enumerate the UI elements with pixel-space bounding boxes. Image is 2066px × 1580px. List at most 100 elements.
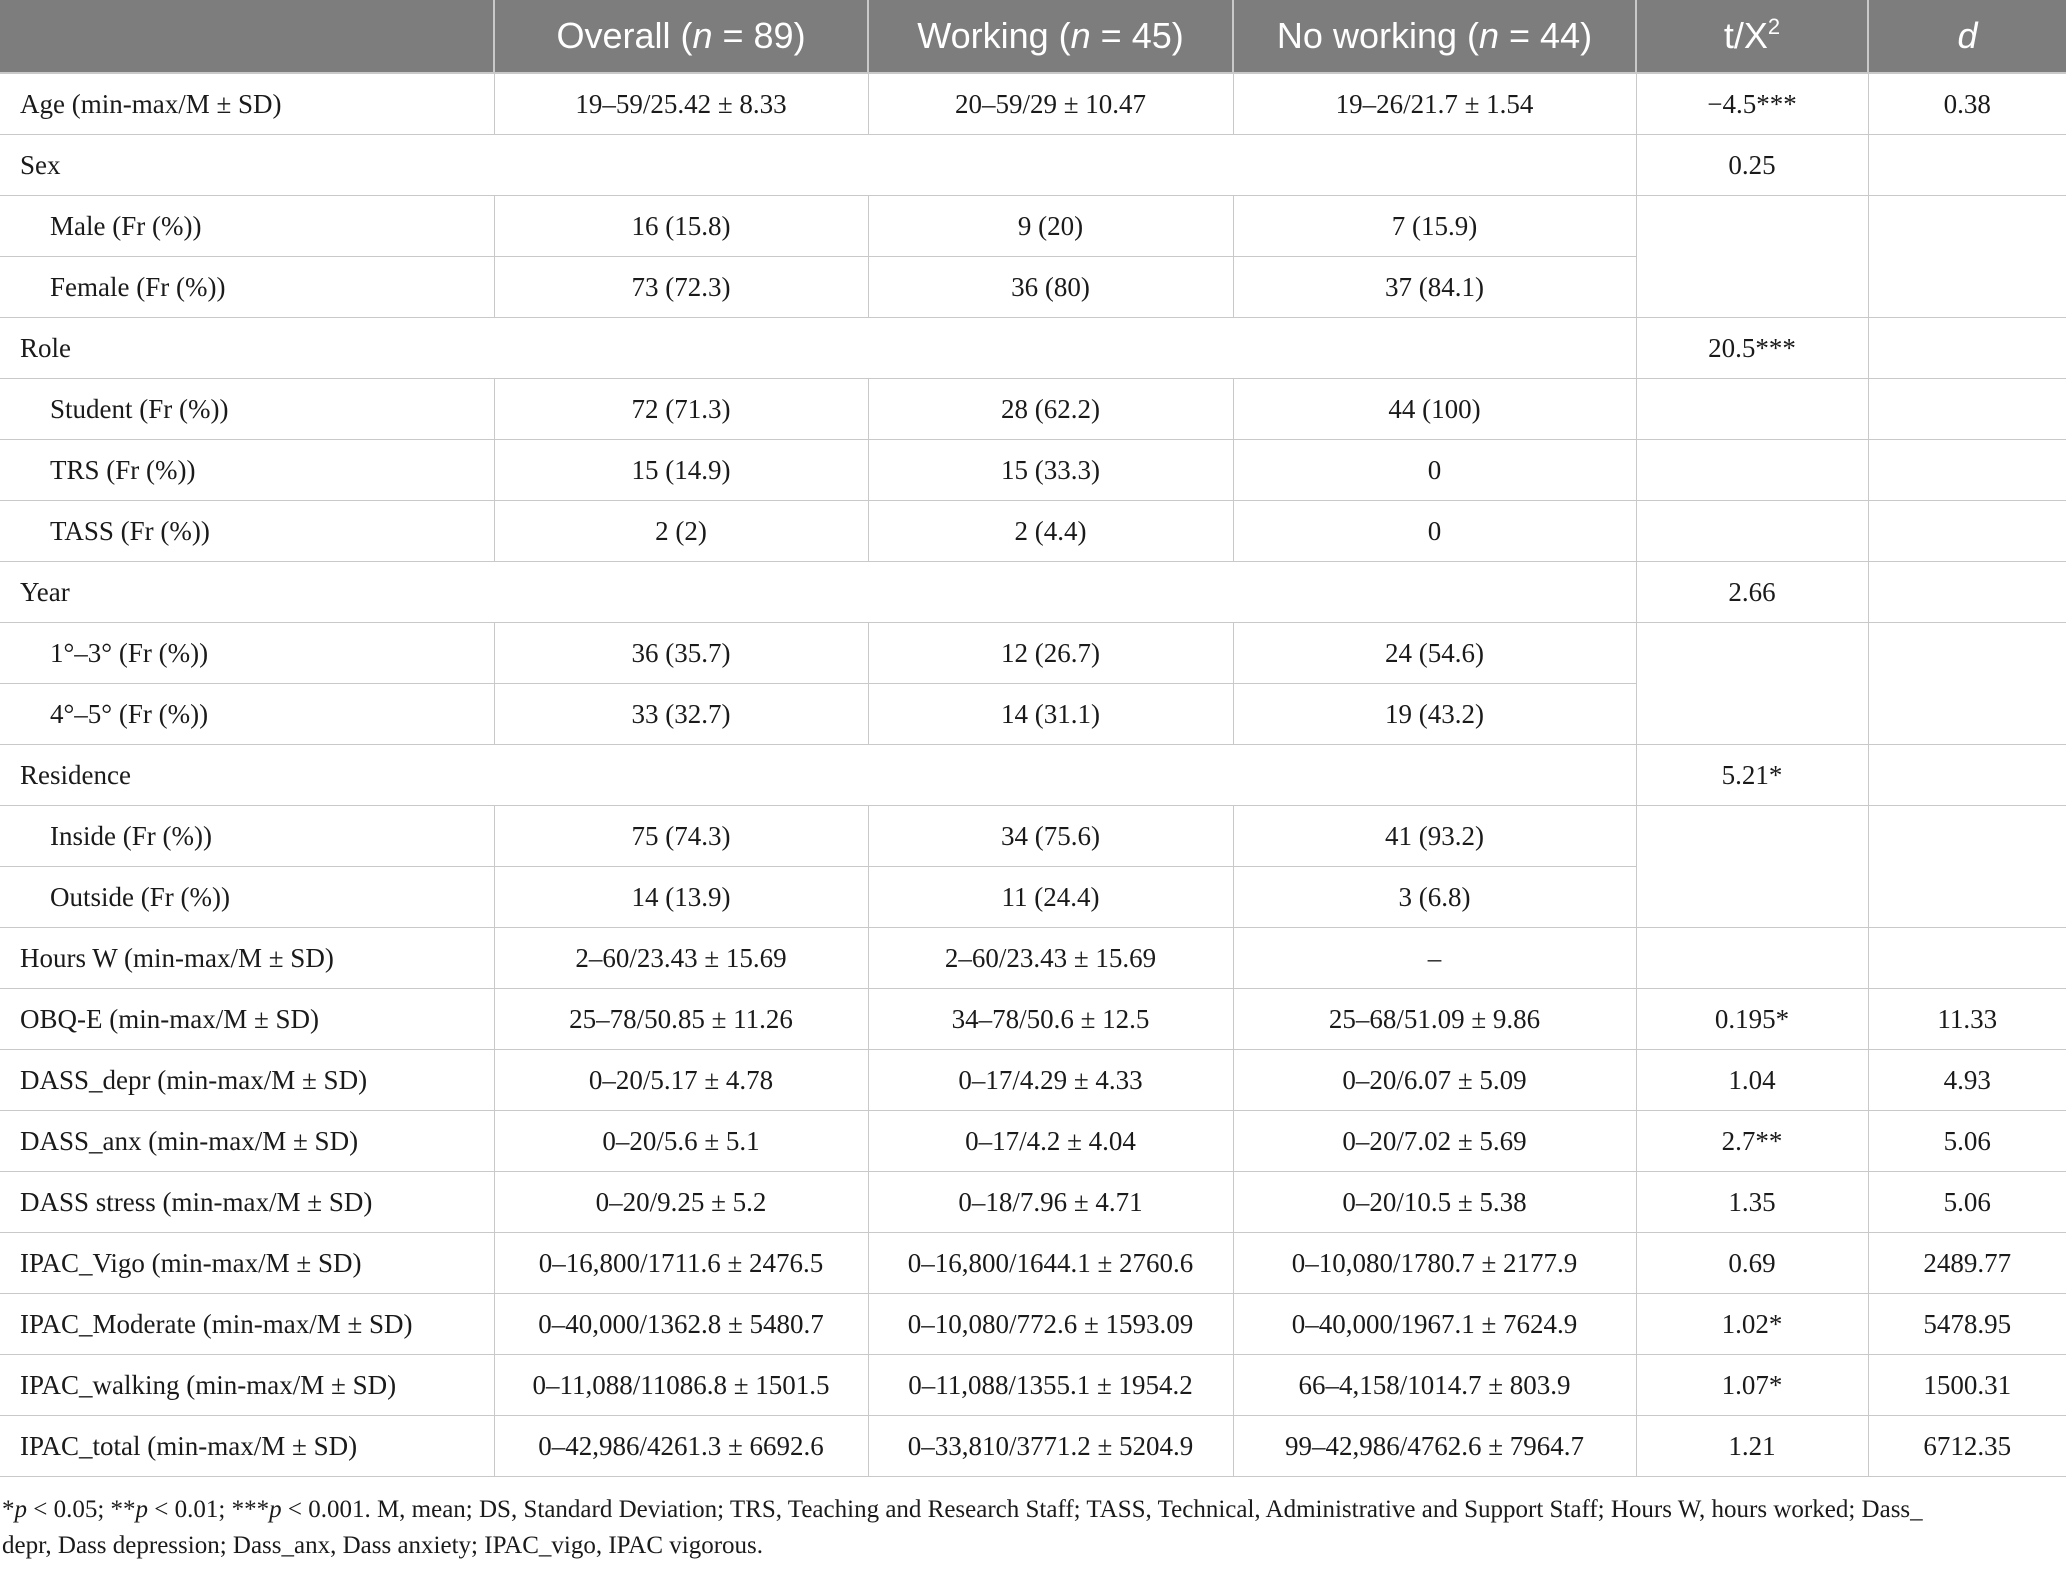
table-row: Female (Fr (%)) 73 (72.3) 36 (80) 37 (84… [0, 256, 2066, 318]
cell-noworking: 0–20/6.07 ± 5.09 [1232, 1049, 1637, 1111]
cell-overall: 2 (2) [493, 500, 869, 562]
row-label: DASS stress (min-max/M ± SD) [0, 1171, 495, 1233]
footnote-p1: p [14, 1496, 28, 1523]
cell-overall: 0–42,986/4261.3 ± 6692.6 [493, 1415, 869, 1477]
cell-test: 1.35 [1635, 1171, 1869, 1233]
cell-test: 0.25 [1635, 134, 1869, 196]
header-effect: d [1867, 0, 2066, 74]
row-label: DASS_depr (min-max/M ± SD) [0, 1049, 495, 1111]
header-noworking: No working (n = 44) [1232, 0, 1636, 74]
table-row: IPAC_Vigo (min-max/M ± SD) 0–16,800/1711… [0, 1232, 2066, 1294]
footnote-p3: p [269, 1496, 282, 1523]
header-test-sup: 2 [1767, 14, 1781, 39]
cell-overall: 0–20/5.6 ± 5.1 [493, 1110, 869, 1172]
cell-d [1867, 317, 2066, 379]
table-row: OBQ-E (min-max/M ± SD) 25–78/50.85 ± 11.… [0, 988, 2066, 1050]
cell-noworking: 24 (54.6) [1232, 622, 1637, 684]
row-label: OBQ-E (min-max/M ± SD) [0, 988, 495, 1050]
cell-test: 0.69 [1635, 1232, 1869, 1294]
row-label: IPAC_Vigo (min-max/M ± SD) [0, 1232, 495, 1294]
cell-overall: 0–16,800/1711.6 ± 2476.5 [493, 1232, 869, 1294]
cell-overall: 25–78/50.85 ± 11.26 [493, 988, 869, 1050]
row-label: Hours W (min-max/M ± SD) [0, 927, 495, 989]
group-label: Role [0, 317, 1637, 379]
cell-overall: 14 (13.9) [493, 866, 869, 928]
cell-working: 0–16,800/1644.1 ± 2760.6 [867, 1232, 1234, 1294]
cell-test: 1.04 [1635, 1049, 1869, 1111]
table-row: Role 20.5*** [0, 317, 2066, 379]
cell-d [1867, 195, 2066, 318]
cell-overall: 15 (14.9) [493, 439, 869, 501]
cell-overall: 0–40,000/1362.8 ± 5480.7 [493, 1293, 869, 1355]
table-row: 4°–5° (Fr (%)) 33 (32.7) 14 (31.1) 19 (4… [0, 683, 2066, 745]
table-row: Male (Fr (%)) 16 (15.8) 9 (20) 7 (15.9) [0, 195, 2066, 318]
cell-d [1867, 744, 2066, 806]
table-row: Sex 0.25 [0, 134, 2066, 196]
cell-overall: 72 (71.3) [493, 378, 869, 440]
table-row: Outside (Fr (%)) 14 (13.9) 11 (24.4) 3 (… [0, 866, 2066, 928]
table-row: Inside (Fr (%)) 75 (74.3) 34 (75.6) 41 (… [0, 805, 2066, 928]
cell-d: 1500.31 [1867, 1354, 2066, 1416]
cell-test: 0.195* [1635, 988, 1869, 1050]
cell-d [1867, 378, 2066, 440]
row-label: TASS (Fr (%)) [0, 500, 495, 562]
cell-d [1867, 622, 2066, 745]
table-row: IPAC_total (min-max/M ± SD) 0–42,986/426… [0, 1415, 2066, 1477]
cell-test [1635, 439, 1869, 501]
cell-d: 5478.95 [1867, 1293, 2066, 1355]
table-row: TRS (Fr (%)) 15 (14.9) 15 (33.3) 0 [0, 439, 2066, 501]
cell-test [1635, 622, 1869, 745]
cell-d [1867, 134, 2066, 196]
header-working-n: n [1070, 15, 1091, 56]
cell-d [1867, 927, 2066, 989]
row-label: 1°–3° (Fr (%)) [0, 622, 495, 684]
cell-overall: 73 (72.3) [493, 256, 869, 318]
cell-working: 2 (4.4) [867, 500, 1234, 562]
cell-overall: 0–20/5.17 ± 4.78 [493, 1049, 869, 1111]
cell-working: 0–11,088/1355.1 ± 1954.2 [867, 1354, 1234, 1416]
header-effect-label: d [1957, 15, 1978, 56]
row-label: Age (min-max/M ± SD) [0, 72, 495, 135]
row-label: Outside (Fr (%)) [0, 866, 495, 928]
cell-working: 12 (26.7) [867, 622, 1234, 684]
cell-test [1635, 927, 1869, 989]
header-test-base: t/X [1723, 15, 1768, 56]
cell-overall: 33 (32.7) [493, 683, 869, 745]
header-noworking-prefix: No working ( [1276, 15, 1479, 56]
table-row: Student (Fr (%)) 72 (71.3) 28 (62.2) 44 … [0, 378, 2066, 440]
header-overall: Overall (n = 89) [493, 0, 868, 74]
cell-d: 0.38 [1867, 72, 2066, 135]
cell-working: 15 (33.3) [867, 439, 1234, 501]
cell-test [1635, 805, 1869, 928]
row-label: IPAC_walking (min-max/M ± SD) [0, 1354, 495, 1416]
table-row: Age (min-max/M ± SD) 19–59/25.42 ± 8.33 … [0, 72, 2066, 135]
cell-noworking: 37 (84.1) [1232, 256, 1636, 318]
data-table-container: Overall (n = 89) Working (n = 45) No wor… [0, 0, 2066, 1477]
cell-d: 5.06 [1867, 1171, 2066, 1233]
cell-noworking: 41 (93.2) [1232, 805, 1637, 867]
table-row: 1°–3° (Fr (%)) 36 (35.7) 12 (26.7) 24 (5… [0, 622, 2066, 745]
table-row: IPAC_walking (min-max/M ± SD) 0–11,088/1… [0, 1354, 2066, 1416]
header-noworking-n: n [1478, 15, 1500, 56]
cell-noworking: 19–26/21.7 ± 1.54 [1232, 72, 1637, 135]
table-row: Hours W (min-max/M ± SD) 2–60/23.43 ± 15… [0, 927, 2066, 989]
table-row: IPAC_Moderate (min-max/M ± SD) 0–40,000/… [0, 1293, 2066, 1355]
footnote-t1: < 0.05; ** [27, 1496, 136, 1523]
row-label: 4°–5° (Fr (%)) [0, 683, 495, 745]
cell-d: 5.06 [1867, 1110, 2066, 1172]
row-label: TRS (Fr (%)) [0, 439, 495, 501]
cell-working: 2–60/23.43 ± 15.69 [867, 927, 1234, 989]
cell-noworking: 66–4,158/1014.7 ± 803.9 [1232, 1354, 1637, 1416]
cell-d [1867, 439, 2066, 501]
cell-working: 28 (62.2) [867, 378, 1234, 440]
header-overall-suffix: = 89) [712, 15, 806, 56]
cell-working: 0–17/4.29 ± 4.33 [867, 1049, 1234, 1111]
header-overall-prefix: Overall ( [556, 15, 693, 56]
cell-working: 14 (31.1) [867, 683, 1234, 745]
group-label: Year [0, 561, 1637, 623]
cell-noworking: 0–20/7.02 ± 5.69 [1232, 1110, 1637, 1172]
cell-overall: 16 (15.8) [493, 195, 869, 257]
cell-working: 9 (20) [867, 195, 1234, 257]
table-row: Year 2.66 [0, 561, 2066, 623]
table-row: DASS_depr (min-max/M ± SD) 0–20/5.17 ± 4… [0, 1049, 2066, 1111]
